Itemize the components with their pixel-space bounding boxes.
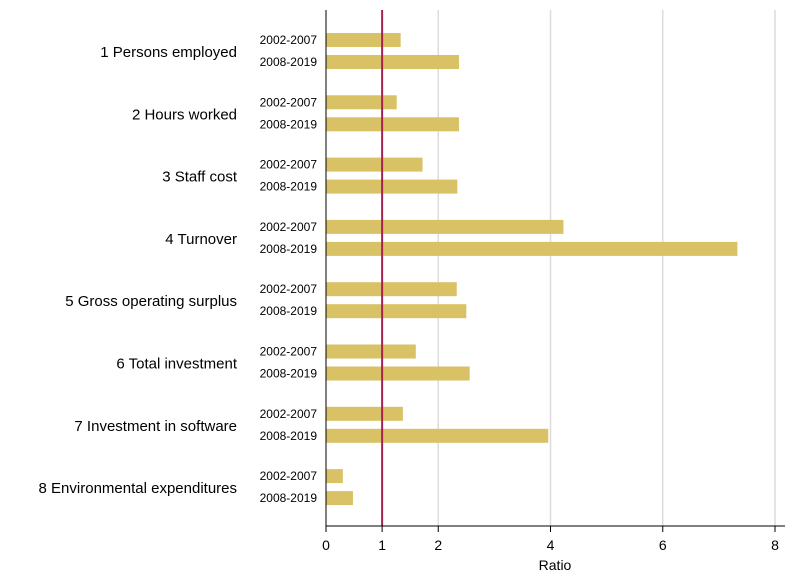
series-label: 2002-2007	[260, 407, 318, 421]
category-label: 3 Staff cost	[162, 169, 238, 186]
bar	[326, 157, 423, 172]
x-axis: 0 1 2 4 6 8	[322, 10, 785, 553]
bar	[326, 55, 460, 69]
x-tick-label: 4	[547, 537, 555, 553]
series-label: 2008-2019	[260, 304, 318, 318]
bar	[326, 344, 416, 359]
bar	[326, 241, 738, 256]
bar	[326, 428, 549, 443]
series-label: 2002-2007	[260, 33, 318, 47]
bar	[326, 179, 458, 194]
category-label: 2 Hours worked	[132, 106, 237, 123]
series-label: 2008-2019	[260, 242, 318, 256]
series-label: 2008-2019	[260, 367, 318, 381]
bar	[326, 33, 401, 47]
series-label: 2008-2019	[260, 180, 318, 194]
series-label: 2002-2007	[260, 95, 318, 109]
x-axis-title: Ratio	[539, 557, 572, 573]
series-label: 2002-2007	[260, 220, 318, 234]
grid-lines	[437, 10, 776, 526]
category-label: 1 Persons employed	[100, 44, 237, 61]
series-label: 2002-2007	[260, 282, 318, 296]
series-label: 2002-2007	[260, 345, 318, 359]
bar	[326, 491, 353, 506]
x-tick-label: 6	[659, 537, 667, 553]
series-label: 2008-2019	[260, 55, 318, 69]
bar	[326, 282, 457, 297]
bar	[326, 469, 343, 484]
bars	[326, 33, 738, 506]
bar	[326, 95, 397, 110]
labels: 2002-2007 2008-2019 1 Persons employed 2002…	[39, 33, 318, 505]
x-tick-label: 2	[434, 537, 442, 553]
x-tick-label: 8	[771, 537, 779, 553]
x-tick-label: 0	[322, 537, 330, 553]
bar	[326, 219, 564, 234]
category-label: 6 Total investment	[116, 356, 237, 373]
category-label: 5 Gross operating surplus	[65, 293, 237, 310]
category-label: 7 Investment in software	[74, 418, 237, 435]
series-label: 2008-2019	[260, 117, 318, 131]
bar	[326, 304, 467, 319]
bar	[326, 366, 470, 381]
category-label: 8 Environmental expenditures	[39, 480, 237, 497]
bar	[326, 406, 403, 421]
bar	[326, 117, 460, 132]
category-label: 4 Turnover	[165, 231, 237, 248]
series-label: 2008-2019	[260, 429, 318, 443]
series-label: 2002-2007	[260, 469, 318, 483]
x-tick-label: 1	[378, 537, 386, 553]
series-label: 2002-2007	[260, 158, 318, 172]
series-label: 2008-2019	[260, 491, 318, 505]
